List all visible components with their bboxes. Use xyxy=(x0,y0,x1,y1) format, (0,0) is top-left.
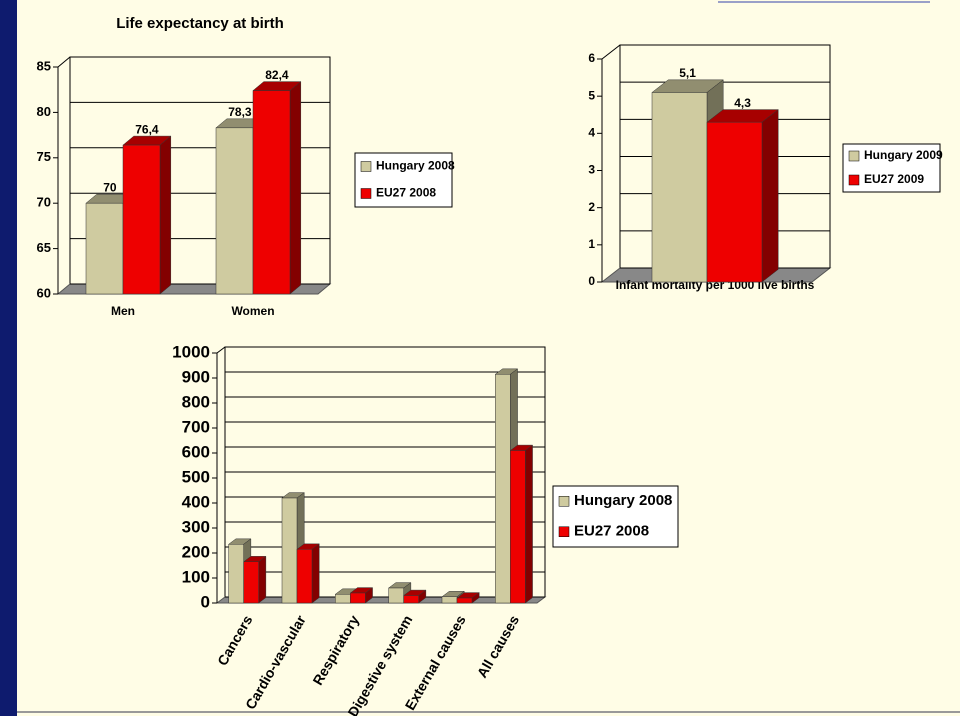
y-tick-label: 1000 xyxy=(172,342,210,361)
legend-label: Hungary 2008 xyxy=(376,159,455,173)
y-tick-label: 100 xyxy=(182,567,210,586)
bar xyxy=(388,587,404,604)
chart-title: Life expectancy at birth xyxy=(116,15,284,32)
legend-label: EU27 2008 xyxy=(574,523,649,540)
y-tick-label: 5 xyxy=(588,88,595,102)
bar-side xyxy=(525,444,533,604)
bar xyxy=(252,90,291,295)
side-wall-top xyxy=(601,44,621,60)
value-label: 78,3 xyxy=(228,105,252,119)
y-tick-label: 85 xyxy=(37,58,51,73)
y-tick-label: 300 xyxy=(182,517,210,536)
legend-swatch xyxy=(848,150,860,162)
bar xyxy=(215,127,254,295)
y-tick-label: 0 xyxy=(588,274,595,288)
legend-label: EU27 2009 xyxy=(864,172,924,186)
bar xyxy=(456,597,473,604)
bar xyxy=(706,121,763,283)
bar-side xyxy=(258,555,267,604)
y-tick-label: 60 xyxy=(37,285,51,300)
bar xyxy=(85,202,124,295)
bar xyxy=(495,374,511,604)
y-tick-label: 80 xyxy=(37,104,51,119)
bar xyxy=(441,596,458,604)
bar xyxy=(122,144,161,295)
y-tick-label: 0 xyxy=(201,592,210,611)
side-wall-top xyxy=(216,346,226,354)
legend-swatch xyxy=(360,161,372,172)
y-tick-label: 900 xyxy=(182,367,210,386)
bar xyxy=(651,92,708,283)
bar xyxy=(296,549,313,604)
bar xyxy=(228,544,244,604)
legend-swatch xyxy=(558,526,570,537)
legend-label: Hungary 2008 xyxy=(574,492,672,509)
y-tick-label: 1 xyxy=(588,237,595,251)
value-label: 4,3 xyxy=(734,96,751,110)
bar xyxy=(335,594,351,604)
legend-label: Hungary 2009 xyxy=(864,148,943,162)
value-label: 70 xyxy=(103,180,117,194)
x-tick-label: Women xyxy=(231,304,274,318)
value-label: 82,4 xyxy=(265,68,289,82)
bar xyxy=(281,497,298,604)
legend-swatch xyxy=(558,496,570,507)
bar-side xyxy=(761,109,779,283)
bar xyxy=(243,561,259,604)
bar-side xyxy=(159,135,172,295)
y-tick-label: 700 xyxy=(182,417,210,436)
y-tick-label: 800 xyxy=(182,392,210,411)
bar xyxy=(403,595,419,604)
y-tick-label: 500 xyxy=(182,467,210,486)
bar-side xyxy=(311,543,320,604)
legend-label: EU27 2008 xyxy=(376,186,436,200)
x-tick-label: Men xyxy=(111,304,135,318)
legend-box xyxy=(552,485,679,548)
y-tick-label: 6 xyxy=(588,51,595,65)
y-tick-label: 2 xyxy=(588,200,595,214)
bar xyxy=(350,592,366,604)
bar-side xyxy=(289,81,302,295)
y-tick-label: 400 xyxy=(182,492,210,511)
side-bar xyxy=(0,0,17,716)
legend-swatch xyxy=(360,188,372,199)
y-tick-label: 65 xyxy=(37,240,51,255)
value-label: 5,1 xyxy=(679,66,696,80)
y-tick-label: 75 xyxy=(37,149,51,164)
side-wall-top xyxy=(57,56,71,68)
y-tick-label: 600 xyxy=(182,442,210,461)
bar xyxy=(510,450,526,604)
y-tick-label: 200 xyxy=(182,542,210,561)
y-tick-label: 70 xyxy=(37,195,51,210)
legend-swatch xyxy=(848,174,860,186)
y-tick-label: 3 xyxy=(588,163,595,177)
y-tick-label: 4 xyxy=(588,126,595,140)
value-label: 76,4 xyxy=(135,122,159,136)
